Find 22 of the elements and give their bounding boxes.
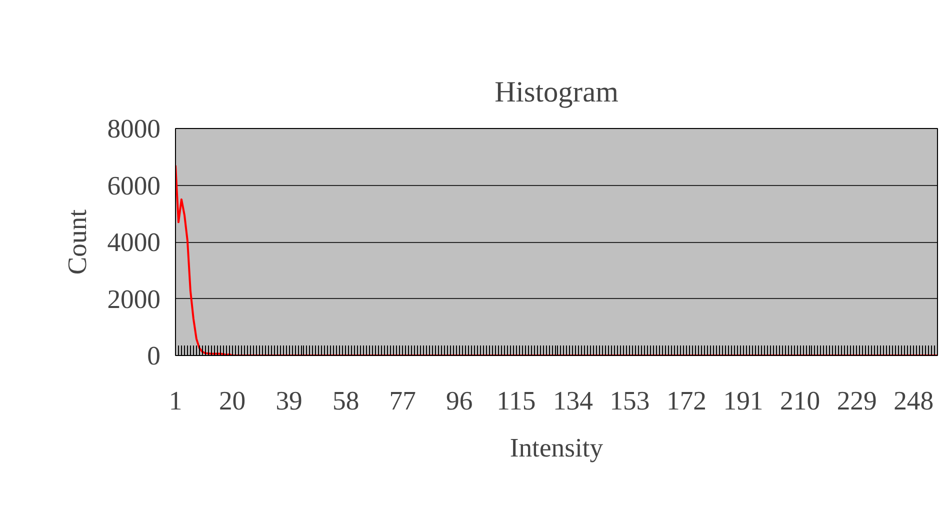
x-tick-label: 172 [666, 386, 706, 416]
x-axis-title: Intensity [510, 432, 604, 462]
y-tick-label: 6000 [107, 170, 160, 200]
x-tick-label: 1 [168, 386, 182, 416]
y-axis-title: Count [62, 208, 92, 275]
x-tick-label: 115 [496, 386, 536, 416]
x-tick-label: 153 [610, 386, 650, 416]
x-tick-label: 229 [836, 386, 877, 416]
y-tick-label: 4000 [107, 227, 160, 257]
x-tick-label: 96 [446, 386, 473, 416]
y-tick-label: 8000 [107, 114, 160, 144]
chart-title: Histogram [494, 76, 619, 108]
x-tick-label: 20 [218, 386, 246, 416]
x-tick-label: 248 [894, 386, 934, 416]
x-tick-label: 191 [723, 386, 764, 416]
y-tick-label: 0 [147, 340, 160, 370]
y-tick-label: 2000 [107, 284, 160, 314]
x-tick-label: 39 [276, 386, 302, 416]
x-tick-label: 210 [780, 386, 820, 416]
x-tick-label: 77 [389, 386, 416, 416]
x-tick-label: 134 [552, 386, 593, 416]
x-tick-label: 58 [332, 386, 360, 416]
